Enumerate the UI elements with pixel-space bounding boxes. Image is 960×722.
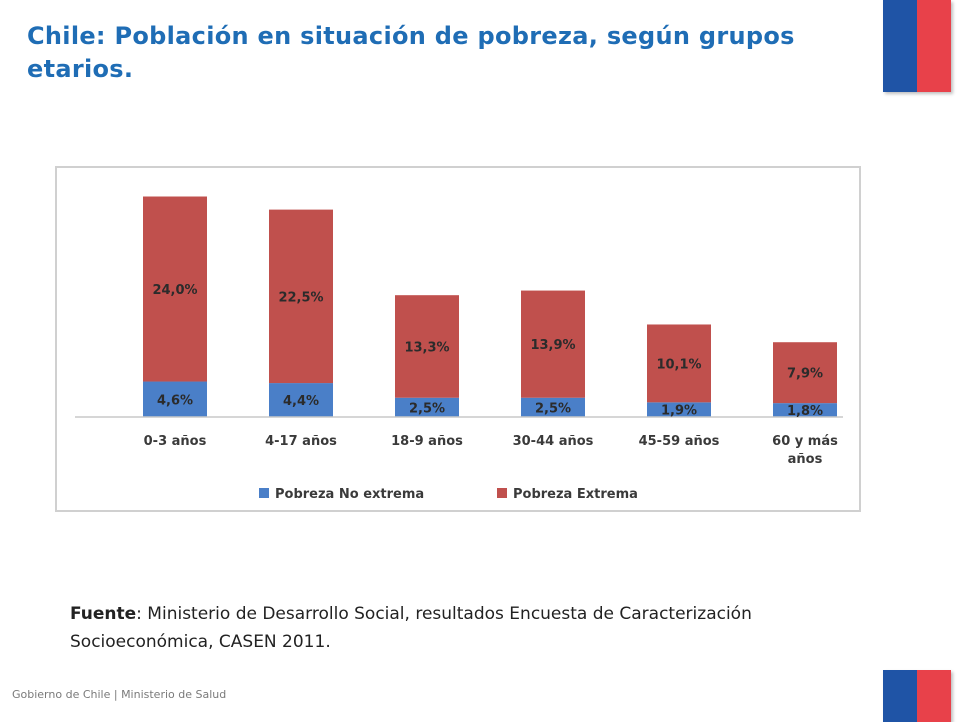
data-label-extrema-3: 13,9% [530, 338, 575, 353]
data-label-no-extrema-5: 1,8% [787, 404, 823, 419]
x-tick-label-3: 30-44 años [513, 434, 594, 449]
legend-label-extrema: Pobreza Extrema [513, 487, 638, 502]
data-label-extrema-2: 13,3% [404, 340, 449, 355]
footer-text: Gobierno de Chile | Ministerio de Salud [12, 688, 227, 701]
x-tick-label-0: 0-3 años [144, 434, 207, 449]
legend-label-no-extrema: Pobreza No extrema [275, 487, 424, 502]
bar-extrema-2 [395, 295, 459, 398]
bar-no-extrema-4 [647, 402, 711, 417]
x-tick-label-4: 45-59 años [639, 434, 720, 449]
data-label-extrema-1: 22,5% [278, 290, 323, 305]
chile-flag-logo-bottom [883, 670, 951, 722]
x-tick-label-2: 18-9 años [391, 434, 463, 449]
data-label-no-extrema-1: 4,4% [283, 394, 319, 409]
bar-extrema-5 [773, 342, 837, 404]
legend-swatch-extrema [497, 488, 507, 498]
chile-flag-logo-top [883, 0, 951, 92]
bar-extrema-0 [143, 196, 207, 382]
legend-swatch-no-extrema [259, 488, 269, 498]
bar-extrema-4 [647, 324, 711, 403]
data-label-extrema-5: 7,9% [787, 367, 823, 382]
source-note: Fuente: Ministerio de Desarrollo Social,… [70, 600, 870, 656]
bar-no-extrema-5 [773, 403, 837, 417]
poverty-bar-chart: 4,6% 24,0% 0-3 años 4,4% 22,5% 4-17 años 2,5% 1… [75, 196, 843, 502]
x-tick-label-5-line-0: 60 y más [772, 434, 838, 449]
source-label: Fuente [70, 604, 137, 624]
bar-no-extrema-2 [395, 397, 459, 417]
x-tick-label-1: 4-17 años [265, 434, 337, 449]
data-label-extrema-4: 10,1% [656, 357, 701, 372]
data-label-extrema-0: 24,0% [152, 283, 197, 298]
bar-no-extrema-3 [521, 397, 585, 417]
chart-container: 4,6% 24,0% 0-3 años 4,4% 22,5% 4-17 años 2,5% 1… [55, 166, 861, 512]
bar-extrema-3 [521, 290, 585, 398]
x-tick-label-5-line-1: años [788, 452, 823, 467]
bar-no-extrema-0 [143, 381, 207, 417]
data-label-no-extrema-2: 2,5% [409, 401, 445, 416]
bar-extrema-1 [269, 209, 333, 384]
bar-no-extrema-1 [269, 383, 333, 417]
source-text: : Ministerio de Desarrollo Social, resul… [70, 604, 752, 652]
page-title: Chile: Población en situación de pobreza… [27, 22, 795, 83]
data-label-no-extrema-0: 4,6% [157, 393, 193, 408]
data-label-no-extrema-4: 1,9% [661, 404, 697, 419]
data-label-no-extrema-3: 2,5% [535, 401, 571, 416]
